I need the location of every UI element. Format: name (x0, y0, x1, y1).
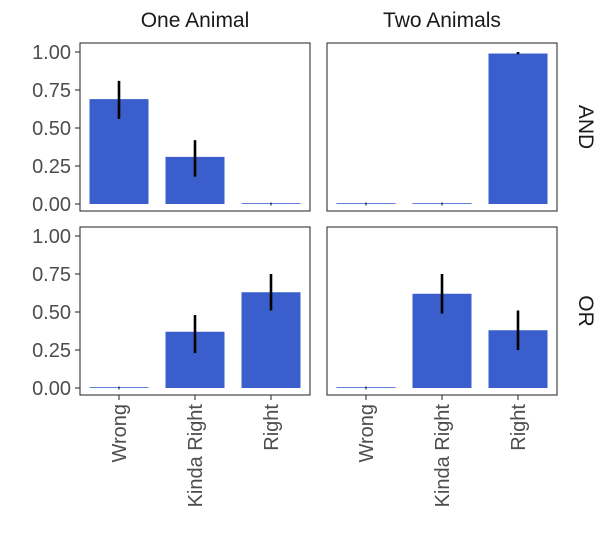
panel-two-animals-or (326, 226, 558, 396)
facet-panels (79, 42, 558, 396)
y-tick-label: 0.00 (32, 194, 71, 216)
panel-two-animals-and (326, 42, 558, 212)
panel-one-animal-or (79, 226, 311, 396)
x-tick-label-kinda-right: Kinda Right (432, 404, 454, 508)
y-tick-label: 0.75 (32, 80, 71, 102)
y-tick-label: 1.00 (32, 226, 71, 248)
x-tick-label-right: Right (508, 404, 530, 451)
y-tick-label: 0.50 (32, 118, 71, 140)
y-tick-label: 0.50 (32, 302, 71, 324)
y-axes: 0.00 0.25 0.50 0.75 1.00 0.00 0.25 0.50 0.75 1.00 (32, 42, 80, 400)
y-tick-label: 0.75 (32, 264, 71, 286)
strip-label-and: AND (574, 105, 597, 149)
bar-two-animals-and-right (488, 53, 548, 204)
y-tick-label: 0.00 (32, 378, 71, 400)
y-tick-label: 0.25 (32, 156, 71, 178)
x-tick-label-wrong: Wrong (356, 404, 378, 463)
panel-one-animal-and (79, 42, 311, 212)
x-tick-label-kinda-right: Kinda Right (185, 404, 207, 508)
strip-label-one-animal: One Animal (141, 9, 250, 32)
y-tick-label: 1.00 (32, 42, 71, 64)
facet-strip-labels: One Animal Two Animals AND OR (141, 9, 597, 327)
y-tick-label: 0.25 (32, 340, 71, 362)
strip-label-two-animals: Two Animals (383, 9, 501, 32)
x-axes: Wrong Kinda Right Right Wrong Kinda Right Rig… (109, 395, 530, 507)
x-tick-label-right: Right (261, 404, 283, 451)
x-tick-label-wrong: Wrong (109, 404, 131, 463)
strip-label-or: OR (574, 295, 597, 327)
